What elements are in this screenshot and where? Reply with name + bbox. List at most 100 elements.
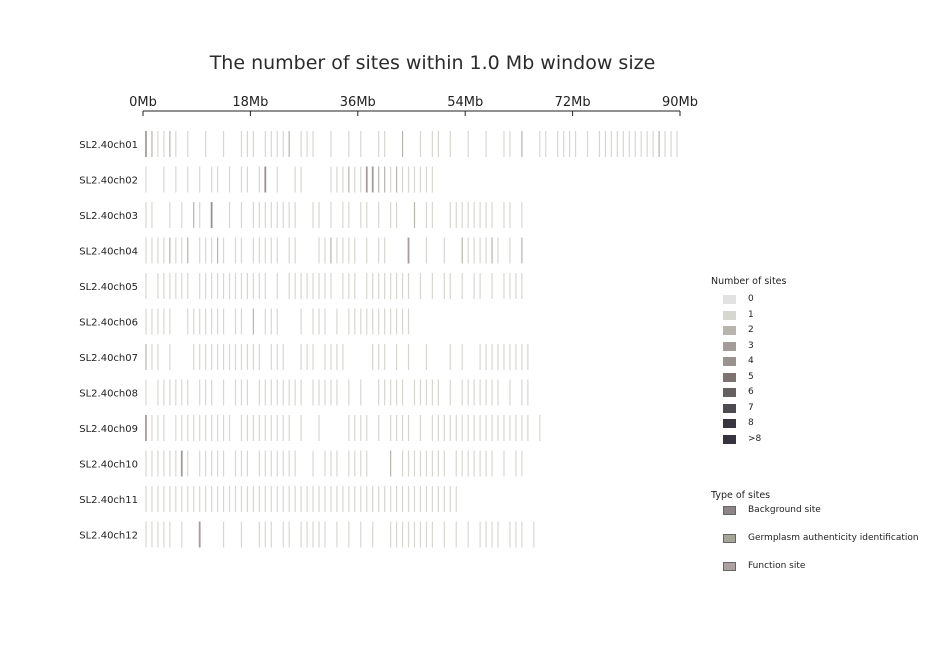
site-bar [360, 202, 362, 228]
site-bar [443, 415, 445, 441]
site-bar [431, 131, 433, 157]
site-bar [419, 379, 422, 406]
site-bar [240, 131, 243, 157]
site-bar [151, 131, 153, 157]
site-bar [479, 202, 481, 228]
site-bar [407, 237, 410, 264]
site-bar [234, 308, 237, 335]
legend-swatch [723, 310, 736, 320]
site-bar [425, 379, 428, 406]
site-bar [264, 308, 266, 335]
site-bar [145, 273, 147, 299]
site-bar [366, 308, 368, 335]
site-bar [276, 166, 278, 193]
site-bar [485, 450, 487, 477]
site-bar [240, 415, 243, 441]
site-bar [294, 166, 296, 193]
site-bar [509, 344, 511, 370]
site-bar [527, 344, 529, 370]
site-bar [181, 415, 183, 441]
site-bar [390, 415, 392, 441]
site-bar [330, 237, 332, 264]
site-bar [157, 521, 159, 548]
site-bar [401, 131, 404, 157]
site-bar [378, 166, 380, 193]
site-bar [437, 450, 439, 477]
site-bar [479, 273, 481, 299]
site-bar [354, 166, 356, 193]
site-bar [455, 415, 457, 441]
site-bar [205, 486, 207, 512]
site-bar [240, 450, 243, 477]
site-bar [276, 237, 278, 264]
site-bar [324, 344, 326, 370]
site-bar [199, 273, 201, 299]
site-bar [425, 166, 428, 193]
site-bar [413, 486, 416, 512]
site-bar [270, 415, 272, 441]
site-bar [264, 486, 266, 512]
legend-swatch [723, 341, 736, 351]
site-bar [569, 131, 571, 157]
site-bar [169, 521, 171, 548]
site-bar [228, 166, 231, 193]
site-bar [276, 308, 278, 335]
site-bar [252, 273, 254, 299]
site-bar [395, 486, 398, 512]
site-bar [270, 308, 272, 335]
site-bar [175, 273, 177, 299]
site-bar [378, 273, 380, 299]
site-bar [222, 521, 225, 548]
site-bar [175, 379, 177, 406]
site-bar [300, 415, 302, 441]
site-bar [151, 521, 153, 548]
site-bar [336, 379, 338, 406]
site-bar [199, 415, 201, 441]
site-bar [330, 166, 332, 193]
site-bar [264, 450, 266, 477]
legend-item-label: 5 [748, 371, 754, 382]
site-bar [258, 379, 260, 406]
site-bar [431, 415, 433, 441]
site-bar [372, 521, 374, 548]
site-bar [282, 131, 284, 157]
site-bar [187, 415, 189, 441]
site-bar [664, 131, 666, 157]
site-bar [169, 450, 171, 477]
site-bar [557, 131, 559, 157]
legend-type-of-sites-title: Type of sites [711, 490, 771, 501]
site-bar [407, 273, 410, 299]
site-bar [151, 237, 153, 264]
site-bar [640, 131, 642, 157]
site-bar [384, 308, 386, 335]
site-bar [401, 379, 404, 406]
site-bar [348, 273, 350, 299]
site-bar [157, 415, 159, 441]
site-bar [491, 202, 493, 228]
site-bar [270, 521, 272, 548]
legend-swatch [723, 403, 736, 413]
site-bar [515, 521, 517, 548]
site-bar [336, 344, 338, 370]
site-bar [318, 273, 320, 299]
site-bar [163, 237, 165, 264]
site-bar [348, 486, 350, 512]
legend-item-label: 8 [748, 418, 754, 428]
site-bar [604, 131, 607, 157]
site-bar [419, 521, 422, 548]
site-bar [431, 379, 433, 406]
site-bar [360, 521, 362, 548]
site-bar [324, 308, 326, 335]
site-bar [360, 486, 362, 512]
site-bar [193, 202, 195, 228]
site-bar [372, 273, 374, 299]
site-bar [276, 131, 278, 157]
site-bar [503, 131, 505, 157]
site-bar [187, 379, 189, 406]
site-bar [228, 273, 231, 299]
site-bar [509, 202, 511, 228]
site-bar [288, 450, 290, 477]
site-bar [425, 202, 428, 228]
site-bar [515, 273, 517, 299]
